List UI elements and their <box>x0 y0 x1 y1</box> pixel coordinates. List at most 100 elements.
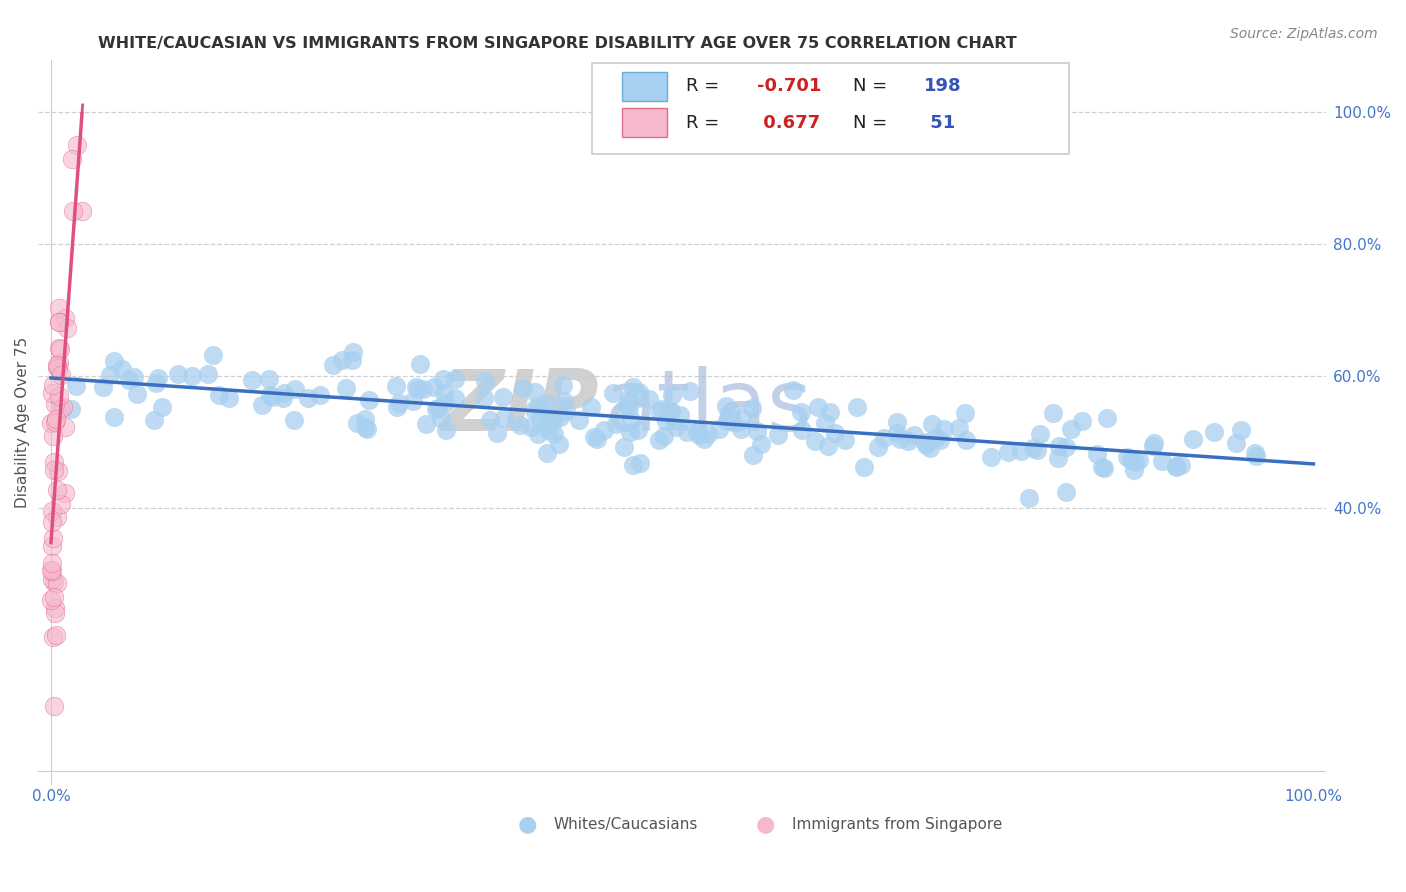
Text: Source: ZipAtlas.com: Source: ZipAtlas.com <box>1230 27 1378 41</box>
Point <box>997 445 1019 459</box>
Text: atlas: atlas <box>605 366 813 449</box>
Point <box>434 423 457 437</box>
Point <box>1166 458 1188 473</box>
Point <box>486 425 509 440</box>
Point <box>415 417 437 432</box>
Point <box>342 352 364 367</box>
Point <box>679 384 702 399</box>
Point <box>1022 441 1045 455</box>
Point <box>167 368 190 382</box>
Point <box>1010 444 1032 458</box>
Text: 198: 198 <box>924 78 962 95</box>
Point <box>593 423 616 437</box>
Point <box>932 422 955 436</box>
Point <box>145 376 167 390</box>
Point <box>42 630 65 644</box>
Point <box>52 401 75 415</box>
Point <box>553 377 575 392</box>
Y-axis label: Disability Age Over 75: Disability Age Over 75 <box>15 336 30 508</box>
Point <box>921 417 943 431</box>
Point <box>66 138 89 153</box>
Point <box>873 431 896 445</box>
Point <box>1123 455 1146 469</box>
Point <box>1225 436 1247 450</box>
Point <box>346 416 368 430</box>
Point <box>647 433 669 447</box>
Point <box>897 434 920 448</box>
Point <box>914 435 936 450</box>
Point <box>1071 414 1094 428</box>
Point <box>814 416 837 430</box>
Point <box>1143 436 1166 450</box>
Point <box>53 486 76 500</box>
Text: Immigrants from Singapore: Immigrants from Singapore <box>792 817 1002 832</box>
Point <box>543 427 565 442</box>
Point <box>42 575 65 590</box>
Point <box>1164 459 1187 474</box>
Point <box>308 388 330 402</box>
Point <box>742 448 765 462</box>
Point <box>619 425 641 439</box>
Point <box>889 432 911 446</box>
Point <box>425 401 447 416</box>
Point <box>1119 453 1142 467</box>
Point <box>1042 406 1064 420</box>
Point <box>652 428 675 442</box>
Point <box>41 386 63 401</box>
Point <box>385 379 408 393</box>
Point <box>49 368 72 382</box>
Point <box>693 432 716 446</box>
Point <box>45 510 67 524</box>
Point <box>731 409 754 424</box>
Point <box>520 420 543 434</box>
Point <box>523 403 546 417</box>
Point <box>948 420 970 434</box>
Point <box>818 405 841 419</box>
Point <box>335 381 357 395</box>
Point <box>443 371 465 385</box>
Point <box>716 399 738 413</box>
Point <box>48 356 70 370</box>
Point <box>628 456 651 470</box>
Point <box>886 415 908 429</box>
Point <box>527 399 550 413</box>
Point <box>45 412 67 426</box>
Text: Whites/Caucasians: Whites/Caucasians <box>554 817 697 832</box>
Point <box>529 411 551 425</box>
Point <box>45 576 67 591</box>
Point <box>444 391 467 405</box>
Point <box>433 386 456 401</box>
Point <box>49 342 72 356</box>
Point <box>42 531 65 545</box>
Point <box>55 321 77 335</box>
Point <box>537 417 560 431</box>
Point <box>903 428 925 442</box>
Text: N =: N = <box>853 78 893 95</box>
Point <box>605 417 627 431</box>
Point <box>523 385 546 400</box>
Point <box>526 426 548 441</box>
Point <box>44 590 66 604</box>
Point <box>387 400 409 414</box>
Point <box>579 400 602 414</box>
Point <box>91 380 114 394</box>
Point <box>472 392 495 406</box>
Point <box>46 360 69 375</box>
Point <box>568 413 591 427</box>
FancyBboxPatch shape <box>621 72 666 101</box>
Point <box>65 378 87 392</box>
Point <box>617 392 640 406</box>
Point <box>408 357 430 371</box>
Point <box>197 367 219 381</box>
Text: R =: R = <box>686 78 725 95</box>
Text: 0.677: 0.677 <box>756 113 820 132</box>
Point <box>548 410 571 425</box>
Point <box>664 419 686 434</box>
Point <box>44 601 66 615</box>
Point <box>720 404 742 418</box>
Point <box>342 344 364 359</box>
Point <box>547 436 569 450</box>
Point <box>284 382 307 396</box>
Point <box>53 419 76 434</box>
Point <box>586 432 609 446</box>
